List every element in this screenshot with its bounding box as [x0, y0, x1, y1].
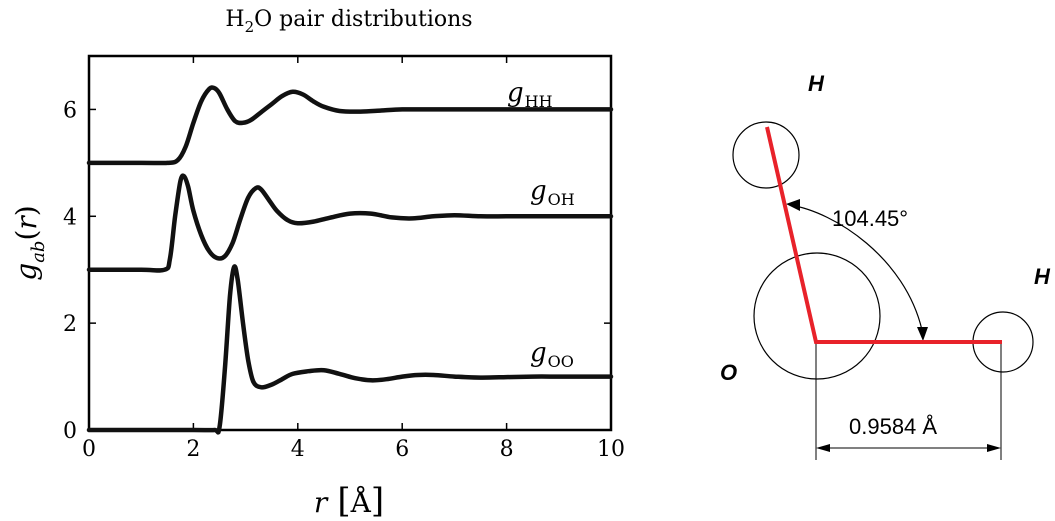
y-axis-label: gab(r) [10, 205, 49, 280]
dimension-arrow-left [816, 444, 830, 452]
series-label-g-oo: gOO [530, 338, 574, 371]
series-line-g-oo [86, 264, 614, 435]
angle-label: 104.45° [832, 206, 908, 231]
dimension-arrow-right [987, 444, 1001, 452]
y-tick-label: 4 [63, 205, 77, 230]
bond-line [765, 126, 1002, 344]
atom-label-hydrogen-right: H [1034, 264, 1051, 289]
hydrogen-atom-top [732, 121, 800, 189]
angle-arrow-bottom [917, 327, 928, 341]
x-tick-labels: 0 2 4 6 8 10 [82, 437, 625, 462]
x-tick-label: 10 [597, 437, 625, 462]
series-label-g-oh: gOH [530, 176, 575, 209]
bond-length-label: 0.9584 Å [849, 414, 937, 439]
y-tick-label: 6 [63, 98, 77, 123]
distribution-curves [86, 85, 614, 435]
series-line-g-oh [86, 173, 614, 273]
chart-title: H2O pair distributions [225, 7, 472, 36]
oxygen-atom [753, 252, 881, 380]
series-label-g-hh: gHH [507, 78, 553, 111]
plot-frame [87, 54, 613, 432]
atom-label-hydrogen-top: H [808, 71, 825, 96]
atom-label-oxygen: O [720, 360, 737, 385]
x-tick-label: 6 [395, 437, 409, 462]
angle-arc [789, 204, 923, 331]
x-axis-label: r [Å] [314, 481, 384, 521]
angle-arrow-top [786, 199, 800, 211]
x-tick-label: 2 [186, 437, 200, 462]
y-tick-labels: 0 2 4 6 [63, 98, 77, 444]
bonds [765, 126, 1002, 344]
y-tick-label: 0 [63, 419, 77, 444]
x-tick-label: 4 [291, 437, 305, 462]
series-labels: gHH gOH gOO [507, 78, 575, 371]
y-tick-label: 2 [63, 312, 77, 337]
series-line-g-hh [86, 85, 614, 166]
x-tick-label: 0 [82, 437, 96, 462]
water-molecule-diagram: H H O 104.45° 0.9584 Å [720, 71, 1051, 460]
x-tick-label: 8 [500, 437, 514, 462]
